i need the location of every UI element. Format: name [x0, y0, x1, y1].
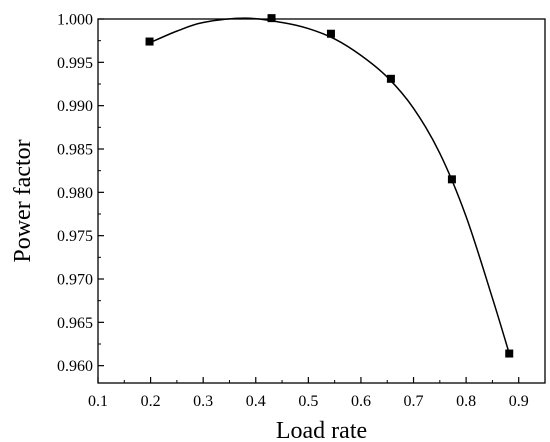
- y-tick-label: 0.995: [57, 55, 93, 72]
- y-tick-label: 1.000: [57, 12, 93, 29]
- fit-curve-layer: [150, 17, 510, 354]
- x-tick-label: 0.9: [509, 393, 529, 410]
- fit-curve: [150, 17, 510, 354]
- axes: [97, 18, 546, 384]
- x-axis-label: Load rate: [276, 418, 367, 442]
- data-point: [447, 175, 456, 184]
- x-tick-label: 0.2: [141, 393, 161, 410]
- x-tick-label: 0.8: [456, 393, 476, 410]
- x-tick-label: 0.5: [298, 393, 318, 410]
- y-tick-label: 0.970: [57, 272, 93, 289]
- x-tick-label: 0.4: [246, 393, 266, 410]
- y-tick-label: 0.985: [57, 142, 93, 159]
- tick-labels: 0.1 0.2 0.3 0.4 0.5 0.6 0.7 0.8 0.9 0.960 0.965 0.9…: [57, 12, 529, 411]
- y-tick-label: 0.960: [57, 358, 93, 375]
- data-point: [267, 14, 276, 23]
- y-tick-label: 0.975: [57, 228, 93, 245]
- data-point: [145, 37, 154, 46]
- data-points: [145, 14, 514, 358]
- data-point: [505, 349, 514, 358]
- y-tick-label: 0.965: [57, 315, 93, 332]
- data-point: [326, 29, 335, 38]
- plot-frame: [97, 18, 546, 384]
- x-tick-label: 0.7: [404, 393, 424, 410]
- y-axis-label: Power factor: [10, 139, 36, 262]
- x-tick-label: 0.3: [193, 393, 213, 410]
- tick-marks: [97, 18, 520, 383]
- y-tick-label: 0.990: [57, 98, 93, 115]
- data-point: [386, 74, 395, 83]
- y-tick-label: 0.980: [57, 185, 93, 202]
- x-tick-label: 0.6: [351, 393, 371, 410]
- x-tick-label: 0.1: [88, 393, 108, 410]
